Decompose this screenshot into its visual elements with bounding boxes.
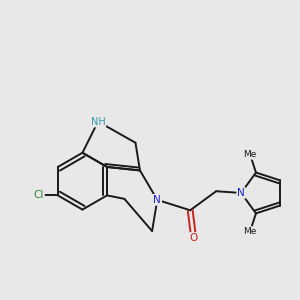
Text: O: O [190,233,198,243]
Text: Me: Me [243,150,257,159]
Text: N: N [153,195,161,205]
Text: N: N [237,188,245,198]
Text: Cl: Cl [34,190,44,200]
Text: Me: Me [243,227,257,236]
Text: NH: NH [91,117,105,127]
